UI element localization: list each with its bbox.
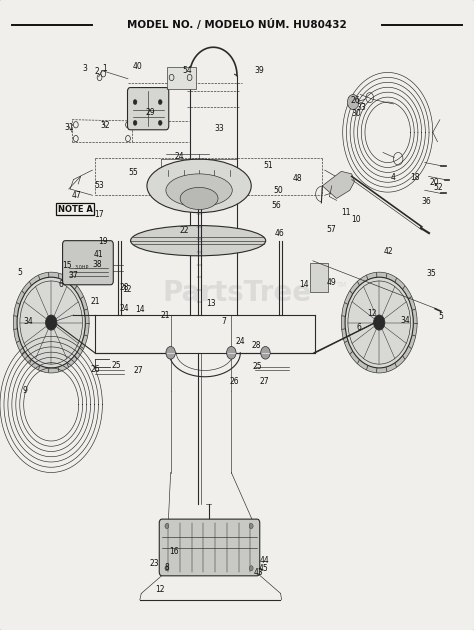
Ellipse shape [147,159,251,213]
Text: NOTE A: NOTE A [58,205,93,214]
FancyBboxPatch shape [310,263,328,292]
Text: 3: 3 [82,64,87,72]
Text: 5: 5 [18,268,22,277]
Text: 23: 23 [149,559,159,568]
Circle shape [249,524,253,529]
Text: 50: 50 [274,186,283,195]
Text: 33: 33 [214,124,224,133]
Text: 45: 45 [258,564,268,573]
Text: MODEL NO. / MODELO NÚM. HU80432: MODEL NO. / MODELO NÚM. HU80432 [127,19,347,30]
Text: 26: 26 [351,96,360,105]
Text: 3.0HP: 3.0HP [74,265,89,270]
Circle shape [249,566,253,571]
FancyBboxPatch shape [63,241,113,285]
Text: 36: 36 [422,197,431,206]
Text: 1: 1 [102,64,107,72]
Text: 4: 4 [391,173,396,182]
Text: 2: 2 [95,67,100,76]
Text: 18: 18 [410,173,420,182]
Text: 44: 44 [260,556,269,565]
Circle shape [17,277,85,368]
Text: 52: 52 [434,183,443,192]
Text: 24: 24 [236,337,246,346]
Circle shape [374,315,385,330]
Text: PartsTree: PartsTree [163,279,311,307]
Text: 25: 25 [111,361,121,370]
Text: 40: 40 [133,62,142,71]
Text: 11: 11 [341,209,351,217]
Circle shape [165,524,169,529]
Ellipse shape [166,174,232,207]
Ellipse shape [180,187,218,209]
Text: 53: 53 [95,181,104,190]
Text: 24: 24 [174,152,184,161]
Text: 13: 13 [206,299,216,308]
Text: 33: 33 [356,103,366,112]
Text: 30: 30 [352,109,361,118]
Circle shape [46,315,57,330]
Text: 48: 48 [293,175,302,183]
Text: 28: 28 [119,283,129,292]
Text: 29: 29 [146,108,155,117]
Text: 47: 47 [72,191,82,200]
Text: 34: 34 [401,316,410,324]
Text: 46: 46 [275,229,284,238]
Text: 12: 12 [122,285,132,294]
Text: 16: 16 [170,547,179,556]
Text: 15: 15 [63,261,72,270]
Text: 31: 31 [64,123,73,132]
Text: 28: 28 [251,341,261,350]
Circle shape [13,272,89,373]
Text: 27: 27 [260,377,269,386]
FancyBboxPatch shape [128,88,169,130]
Text: 57: 57 [326,225,336,234]
Text: 39: 39 [255,66,264,75]
Text: 55: 55 [129,168,138,177]
Circle shape [165,566,169,571]
Text: 54: 54 [182,66,192,75]
Text: 56: 56 [271,201,281,210]
Text: 6: 6 [357,323,362,332]
Text: TM: TM [336,282,346,288]
FancyBboxPatch shape [159,519,260,576]
Circle shape [133,120,137,125]
Text: 8: 8 [164,563,169,571]
Ellipse shape [131,226,265,256]
Text: 38: 38 [92,260,102,269]
Circle shape [345,277,413,368]
Circle shape [261,346,270,359]
Text: 12: 12 [155,585,165,593]
Circle shape [341,272,417,373]
Text: 41: 41 [94,250,103,259]
Text: 32: 32 [100,122,110,130]
Circle shape [133,100,137,105]
Text: 17: 17 [94,210,103,219]
Text: 19: 19 [99,238,108,246]
Circle shape [158,120,162,125]
Text: 21: 21 [90,297,100,306]
Text: 49: 49 [327,278,337,287]
Polygon shape [322,171,355,198]
Text: 10: 10 [352,215,361,224]
FancyBboxPatch shape [167,67,196,89]
Circle shape [158,100,162,105]
Text: 6: 6 [58,280,63,289]
Text: 25: 25 [252,362,262,371]
Text: 20: 20 [429,178,439,187]
Text: 7: 7 [221,317,226,326]
Text: 21: 21 [160,311,170,319]
Circle shape [227,346,236,359]
Text: 22: 22 [179,226,189,235]
Text: 43: 43 [254,568,263,576]
Circle shape [166,346,175,359]
Text: 24: 24 [119,304,129,313]
Text: 51: 51 [263,161,273,169]
Text: 14: 14 [300,280,309,289]
Text: 26: 26 [91,365,100,374]
Text: 5: 5 [438,312,443,321]
Text: 12: 12 [367,309,377,318]
Text: 35: 35 [427,269,436,278]
Text: 9: 9 [22,386,27,395]
Text: 34: 34 [24,317,33,326]
